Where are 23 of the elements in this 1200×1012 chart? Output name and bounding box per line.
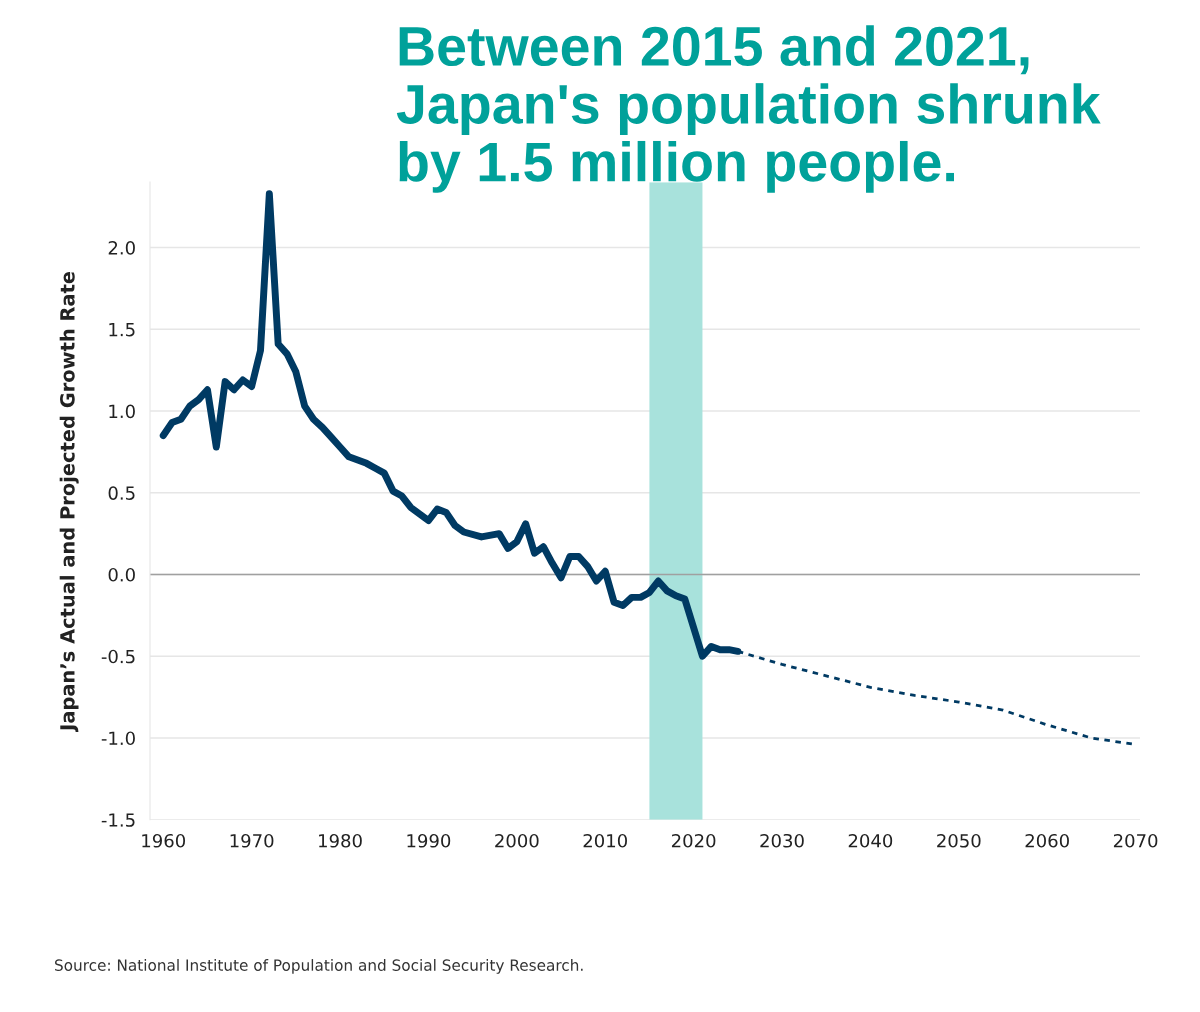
y-tick-label: 1.5 [109,322,135,337]
x-tick-label: 2000 [495,833,539,848]
y-tick-label: 1.0 [109,404,135,419]
y-axis-title: Japan’s Actual and Projected Growth Rate [59,271,79,733]
y-tick-label: 0.5 [108,486,135,500]
y-tick-label: 0.0 [108,567,135,582]
x-tick-label: 2060 [1025,833,1069,848]
chart-title: Between 2015 and 2021, Japan's population shrunk by 1.5 million people. [396,25,1101,193]
y-tick-label: 2.0 [108,241,135,255]
x-tick-label: 1960 [142,833,186,848]
x-tick-label: 2010 [583,833,627,848]
y-tick-label: -1.0 [101,731,135,746]
x-tick-label: 1990 [407,833,451,848]
y-tick-label: -1.5 [101,813,135,827]
x-tick-label: 2030 [760,833,804,848]
source-note: Source: National Institute of Population and Social Security Research. [55,959,583,974]
x-tick-label: 1980 [319,833,362,848]
x-tick-label: 1970 [230,833,274,848]
x-tick-label: 2040 [848,833,893,848]
x-tick-label: 2050 [937,833,981,848]
x-tick-label: 2020 [671,833,716,848]
x-tick-label: 2070 [1113,833,1158,848]
y-tick-label: -0.5 [101,649,135,664]
